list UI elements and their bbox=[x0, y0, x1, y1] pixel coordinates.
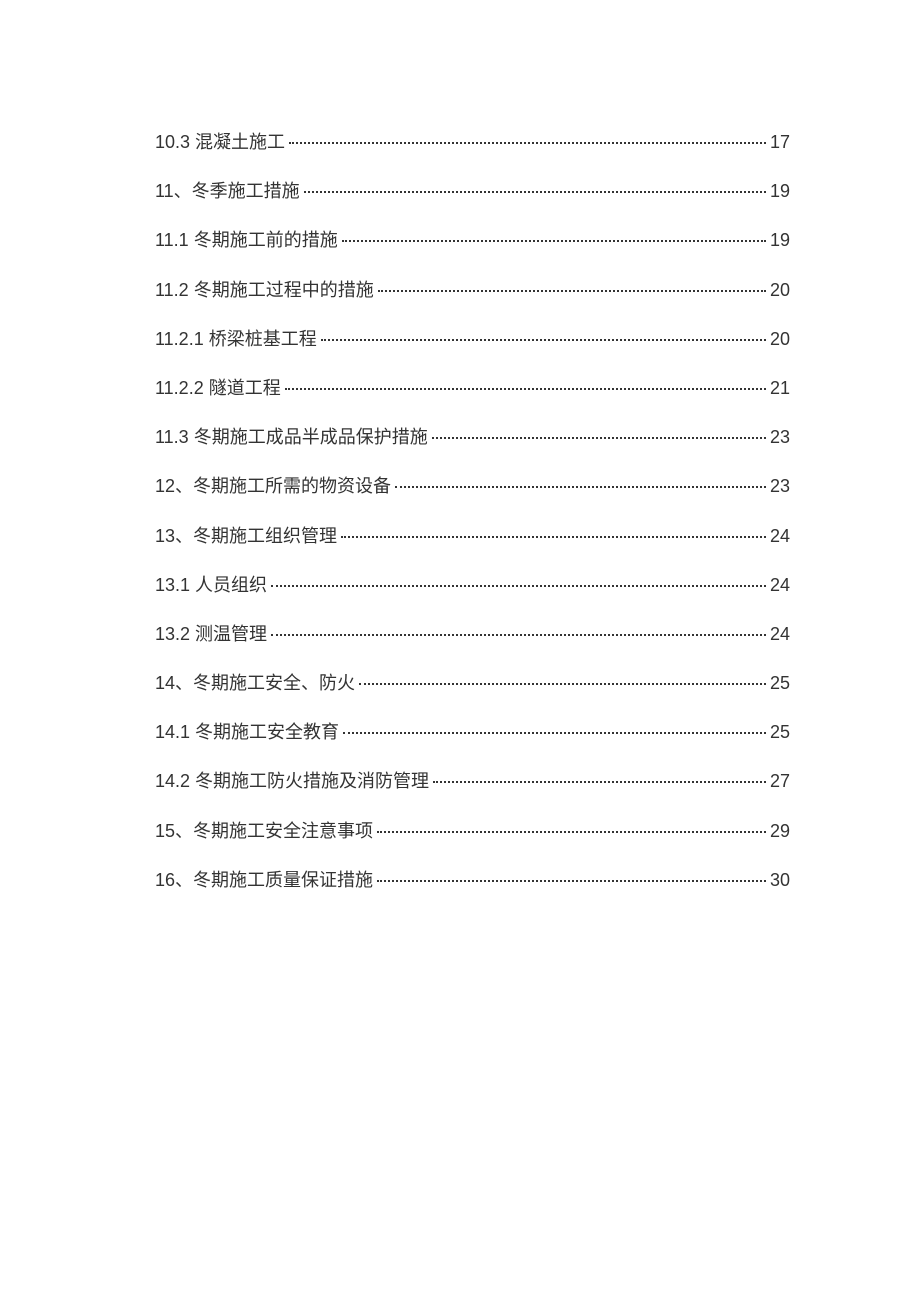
toc-entry: 14.2 冬期施工防火措施及消防管理 27 bbox=[155, 769, 790, 794]
toc-title: 12、冬期施工所需的物资设备 bbox=[155, 474, 391, 499]
toc-page: 24 bbox=[770, 573, 790, 598]
toc-page: 20 bbox=[770, 327, 790, 352]
toc-title: 14.2 冬期施工防火措施及消防管理 bbox=[155, 769, 429, 794]
toc-dots bbox=[304, 191, 766, 193]
toc-dots bbox=[342, 240, 766, 242]
toc-dots bbox=[341, 536, 766, 538]
toc-dots bbox=[395, 486, 766, 488]
toc-page: 24 bbox=[770, 622, 790, 647]
toc-title: 11.2 冬期施工过程中的措施 bbox=[155, 278, 374, 303]
toc-page: 25 bbox=[770, 720, 790, 745]
toc-title: 11.2.1 桥梁桩基工程 bbox=[155, 327, 317, 352]
toc-entry: 12、冬期施工所需的物资设备 23 bbox=[155, 474, 790, 499]
toc-dots bbox=[432, 437, 766, 439]
toc-entry: 11.2.1 桥梁桩基工程 20 bbox=[155, 327, 790, 352]
toc-page: 17 bbox=[770, 130, 790, 155]
toc-page: 30 bbox=[770, 868, 790, 893]
toc-entry: 13.2 测温管理 24 bbox=[155, 622, 790, 647]
toc-entry: 10.3 混凝土施工 17 bbox=[155, 130, 790, 155]
toc-dots bbox=[359, 683, 766, 685]
toc-title: 11.3 冬期施工成品半成品保护措施 bbox=[155, 425, 428, 450]
toc-dots bbox=[378, 290, 766, 292]
toc-dots bbox=[271, 585, 766, 587]
toc-container: 10.3 混凝土施工 17 11、冬季施工措施 19 11.1 冬期施工前的措施… bbox=[155, 130, 790, 893]
toc-entry: 11.2.2 隧道工程 21 bbox=[155, 376, 790, 401]
toc-page: 29 bbox=[770, 819, 790, 844]
toc-entry: 11、冬季施工措施 19 bbox=[155, 179, 790, 204]
toc-dots bbox=[285, 388, 766, 390]
toc-entry: 14、冬期施工安全、防火 25 bbox=[155, 671, 790, 696]
toc-title: 13.2 测温管理 bbox=[155, 622, 267, 647]
toc-page: 23 bbox=[770, 425, 790, 450]
toc-entry: 16、冬期施工质量保证措施 30 bbox=[155, 868, 790, 893]
toc-dots bbox=[321, 339, 766, 341]
toc-dots bbox=[377, 880, 766, 882]
toc-dots bbox=[271, 634, 766, 636]
toc-title: 14、冬期施工安全、防火 bbox=[155, 671, 355, 696]
toc-dots bbox=[433, 781, 766, 783]
toc-page: 21 bbox=[770, 376, 790, 401]
toc-page: 24 bbox=[770, 524, 790, 549]
toc-dots bbox=[377, 831, 766, 833]
toc-title: 13.1 人员组织 bbox=[155, 573, 267, 598]
toc-page: 23 bbox=[770, 474, 790, 499]
toc-title: 11、冬季施工措施 bbox=[155, 179, 300, 204]
toc-page: 27 bbox=[770, 769, 790, 794]
toc-entry: 13、冬期施工组织管理 24 bbox=[155, 524, 790, 549]
toc-page: 19 bbox=[770, 228, 790, 253]
toc-dots bbox=[289, 142, 766, 144]
toc-entry: 11.3 冬期施工成品半成品保护措施 23 bbox=[155, 425, 790, 450]
toc-page: 20 bbox=[770, 278, 790, 303]
toc-title: 14.1 冬期施工安全教育 bbox=[155, 720, 339, 745]
toc-title: 15、冬期施工安全注意事项 bbox=[155, 819, 373, 844]
toc-title: 13、冬期施工组织管理 bbox=[155, 524, 337, 549]
toc-entry: 13.1 人员组织 24 bbox=[155, 573, 790, 598]
toc-entry: 11.2 冬期施工过程中的措施 20 bbox=[155, 278, 790, 303]
toc-title: 16、冬期施工质量保证措施 bbox=[155, 868, 373, 893]
toc-entry: 14.1 冬期施工安全教育 25 bbox=[155, 720, 790, 745]
toc-title: 10.3 混凝土施工 bbox=[155, 130, 285, 155]
toc-page: 19 bbox=[770, 179, 790, 204]
toc-title: 11.2.2 隧道工程 bbox=[155, 376, 281, 401]
toc-dots bbox=[343, 732, 766, 734]
toc-page: 25 bbox=[770, 671, 790, 696]
toc-entry: 11.1 冬期施工前的措施 19 bbox=[155, 228, 790, 253]
toc-entry: 15、冬期施工安全注意事项 29 bbox=[155, 819, 790, 844]
toc-title: 11.1 冬期施工前的措施 bbox=[155, 228, 338, 253]
